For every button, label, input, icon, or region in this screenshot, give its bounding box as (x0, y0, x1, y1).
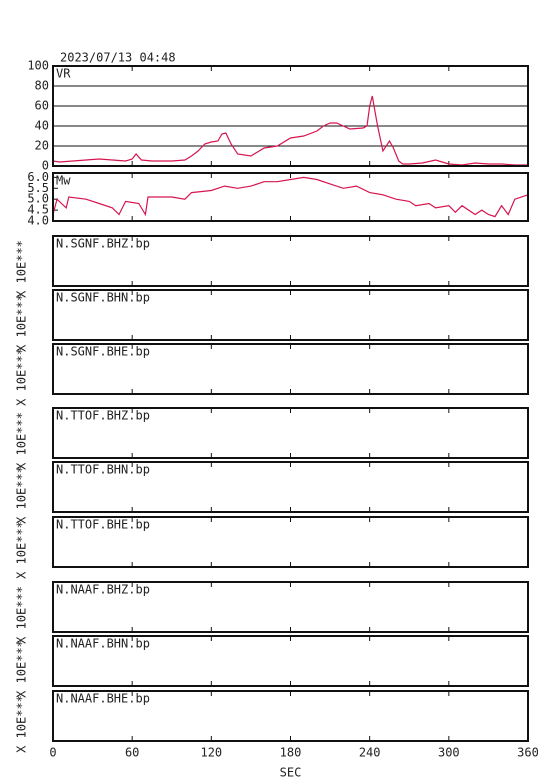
x-tick-label: 120 (200, 746, 222, 760)
x-tick-label: 240 (359, 746, 381, 760)
panel-frame (52, 581, 529, 633)
panel-frame (52, 461, 529, 513)
y-tick-label: 80 (35, 79, 49, 93)
y-axis-label: X 10E*** (15, 640, 29, 698)
panel-frame (52, 172, 529, 222)
y-tick-label: 20 (35, 139, 49, 153)
panel-frame (52, 289, 529, 341)
panel-label: N.TTOF.BHN.bp (56, 463, 150, 477)
data-line (52, 176, 529, 218)
panel-label: N.TTOF.BHZ.bp (56, 409, 150, 423)
panel-frame (52, 516, 529, 568)
panel-frame (52, 235, 529, 287)
x-axis-label: SEC (280, 766, 302, 780)
y-axis-label: X 10E*** (15, 466, 29, 524)
panel-label: Mw (56, 174, 71, 188)
y-tick-label: 60 (35, 99, 49, 113)
y-tick-label: 6.0 (27, 170, 49, 184)
y-axis-label: X 10E*** (15, 521, 29, 579)
panel-frame (52, 407, 529, 459)
y-tick-label: 4.5 (27, 203, 49, 217)
y-tick-label: 5.5 (27, 181, 49, 195)
panel-label: VR (56, 67, 71, 81)
x-tick-label: 60 (125, 746, 139, 760)
y-axis-label: X 10E*** (15, 240, 29, 298)
y-tick-label: 5.0 (27, 192, 49, 206)
panel-frame (52, 343, 529, 395)
y-axis-label: X 10E*** (15, 348, 29, 406)
panel-label: N.SGNF.BHZ.bp (56, 237, 150, 251)
panel-label: N.NAAF.BHZ.bp (56, 583, 150, 597)
panel-label: N.SGNF.BHE.bp (56, 345, 150, 359)
y-axis-label: X 10E*** (15, 294, 29, 352)
panel-frame (52, 635, 529, 687)
y-tick-label: 100 (27, 59, 49, 73)
x-tick-label: 300 (438, 746, 460, 760)
panel-label: N.NAAF.BHN.bp (56, 637, 150, 651)
panel-frame (52, 65, 529, 167)
panel-label: N.TTOF.BHE.bp (56, 518, 150, 532)
chart-title: 2023/07/13 04:48 (60, 51, 176, 65)
y-tick-label: 4.0 (27, 214, 49, 228)
x-tick-label: 180 (280, 746, 302, 760)
panel-frame (52, 690, 529, 742)
y-axis-label: X 10E*** (15, 586, 29, 644)
x-tick-label: 360 (517, 746, 539, 760)
panel-label: N.NAAF.BHE.bp (56, 692, 150, 706)
panel-label: N.SGNF.BHN.bp (56, 291, 150, 305)
x-tick-label: 0 (49, 746, 56, 760)
y-axis-label: X 10E*** (15, 412, 29, 470)
y-tick-label: 40 (35, 119, 49, 133)
y-tick-label: 0 (42, 159, 49, 173)
y-axis-label: X 10E*** (15, 695, 29, 753)
data-line (52, 95, 528, 166)
